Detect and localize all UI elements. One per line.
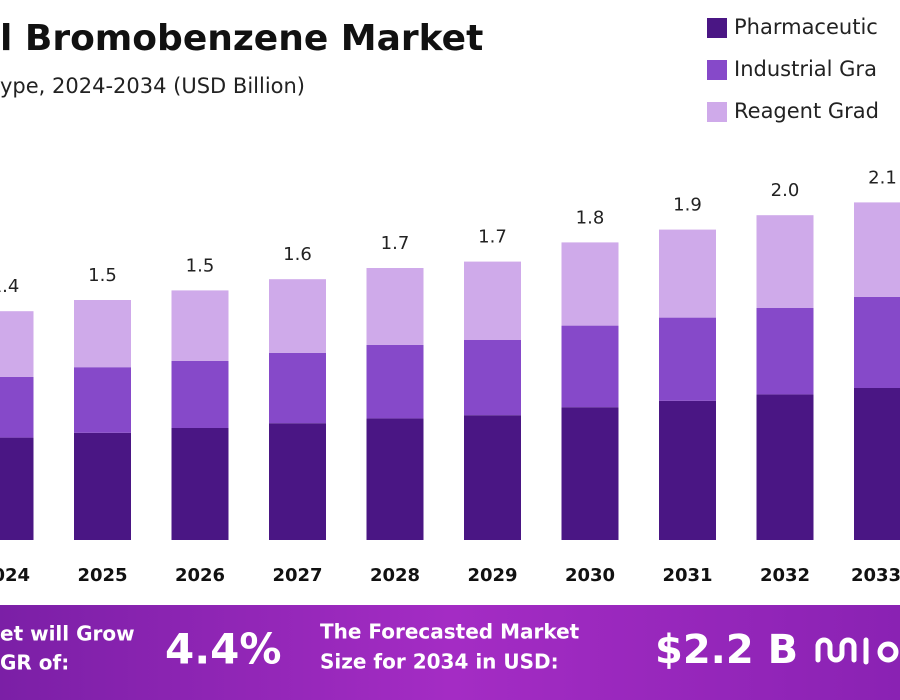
bar-segment [269,423,326,540]
x-tick-label: 2029 [467,565,517,586]
bar-segment [756,215,814,308]
bar-segment [366,268,424,345]
bar-segment [74,300,131,368]
x-tick-label: 2027 [272,565,322,586]
banner-text: Size for 2034 in USD: [320,650,559,674]
banner-text: The Forecasted Market [320,620,580,644]
banner [0,605,900,700]
bar-segment [269,352,326,424]
banner-text: et will Grow [0,622,135,646]
bar-segment [0,376,34,438]
chart-title: l Bromobenzene Market [0,18,483,59]
legend-label: Reagent Grad [734,99,879,123]
bar-segment [74,367,131,433]
total-label: 1.6 [283,244,312,265]
x-tick-label: 2030 [565,565,615,586]
legend-label: Pharmaceutic [734,15,878,39]
bar-segment [561,407,619,540]
total-label: 1.5 [88,265,117,286]
bar-segment [659,400,716,540]
x-tick-label: 2033 [851,565,900,586]
bar-segment [756,308,814,395]
total-label: 1.5 [186,255,215,276]
bar-segment [171,290,229,361]
bar-segment [464,415,521,540]
bar-segment [464,340,521,416]
bar-segment [171,360,229,428]
x-tick-label: 2031 [662,565,712,586]
legend-swatch [707,102,727,122]
x-tick-label: 2028 [370,565,420,586]
bar-segment [854,202,900,297]
legend-swatch [707,60,727,80]
x-tick-label: 2026 [175,565,225,586]
bar-segment [171,428,229,540]
bar-segment [659,317,716,401]
bar-segment [756,394,814,540]
banner-text: GR of: [0,651,69,675]
total-label: 2.1 [868,167,897,188]
bar-segment [0,311,34,377]
bar-segment [659,229,716,318]
chart-subtitle: ype, 2024-2034 (USD Billion) [0,74,305,98]
banner-value: $2.2 B [655,627,798,673]
x-tick-label: 2032 [760,565,810,586]
bar-segment [269,279,326,353]
bar-segment [74,432,131,540]
legend-swatch [707,18,727,38]
x-tick-label: 2024 [0,565,30,586]
total-label: 1.9 [673,195,702,216]
bar-segment [0,437,34,540]
total-label: 2.0 [771,180,800,201]
bar-segment [561,242,619,326]
banner-value: 4.4% [165,625,281,674]
x-tick-label: 2025 [77,565,127,586]
bar-segment [464,261,521,340]
bar-segment [366,418,424,540]
bar-segment [366,344,424,419]
bar-segment [854,388,900,540]
bar-segment [561,325,619,408]
logo [815,637,899,665]
total-label: 1.8 [576,207,605,228]
total-label: 1.7 [381,233,410,254]
bar-segment [854,296,900,388]
legend-label: Industrial Gra [734,57,877,81]
total-label: 1.4 [0,276,19,297]
total-label: 1.7 [478,227,507,248]
